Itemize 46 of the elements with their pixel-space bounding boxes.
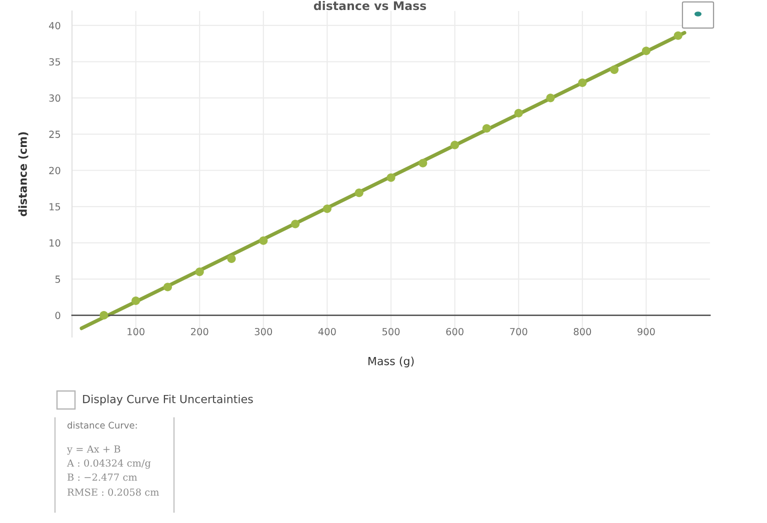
- x-tick-label: 400: [318, 328, 336, 336]
- x-tick-label: 900: [638, 328, 655, 336]
- point: [514, 108, 523, 118]
- point: [322, 204, 332, 214]
- point: [578, 78, 587, 87]
- x-tick-label: 500: [382, 328, 400, 336]
- point: [418, 158, 428, 168]
- text: distance Curve:: [68, 422, 137, 429]
- x-tick-label: 200: [191, 328, 208, 336]
- point: [546, 94, 555, 102]
- text: y = Ax + B: [66, 445, 120, 455]
- x-tick-label: 100: [128, 328, 144, 336]
- point: [642, 46, 650, 56]
- point: [674, 31, 682, 40]
- y-tick-label: 35: [49, 58, 60, 66]
- text: Display Curve Fit Uncertainties: [83, 394, 253, 406]
- point: [132, 296, 140, 306]
- point: [163, 282, 172, 292]
- y-axis-title: distance (cm): [18, 132, 28, 216]
- point: [610, 65, 619, 74]
- point: [195, 268, 204, 276]
- x-tick-label: 600: [446, 328, 464, 336]
- text: RMSE : 0.2058 cm: [68, 488, 159, 496]
- y-tick-label: 30: [49, 94, 60, 102]
- chart-title: distance vs Mass: [314, 1, 426, 10]
- point: [386, 173, 396, 182]
- text: A : 0.04324 cm/g: [66, 459, 151, 469]
- y-tick-label: 0: [55, 312, 60, 320]
- point: [482, 124, 491, 133]
- x-tick-label: 300: [254, 328, 272, 336]
- y-tick-label: 20: [49, 166, 60, 174]
- point: [354, 188, 364, 198]
- x-tick-label: 700: [510, 328, 528, 336]
- y-tick-label: 25: [49, 130, 60, 138]
- x-axis-title: Mass (g): [368, 356, 414, 368]
- point: [227, 254, 236, 264]
- y-tick-label: 40: [48, 22, 60, 30]
- x-tick-label: 800: [574, 328, 592, 336]
- text: B : −2.477 cm: [68, 473, 138, 481]
- point: [100, 310, 108, 320]
- point: [450, 140, 460, 150]
- point: [259, 236, 268, 245]
- y-tick-label: 10: [50, 239, 60, 247]
- y-tick-label: 15: [50, 203, 60, 210]
- point: [291, 220, 300, 228]
- y-tick-label: 5: [55, 276, 60, 283]
